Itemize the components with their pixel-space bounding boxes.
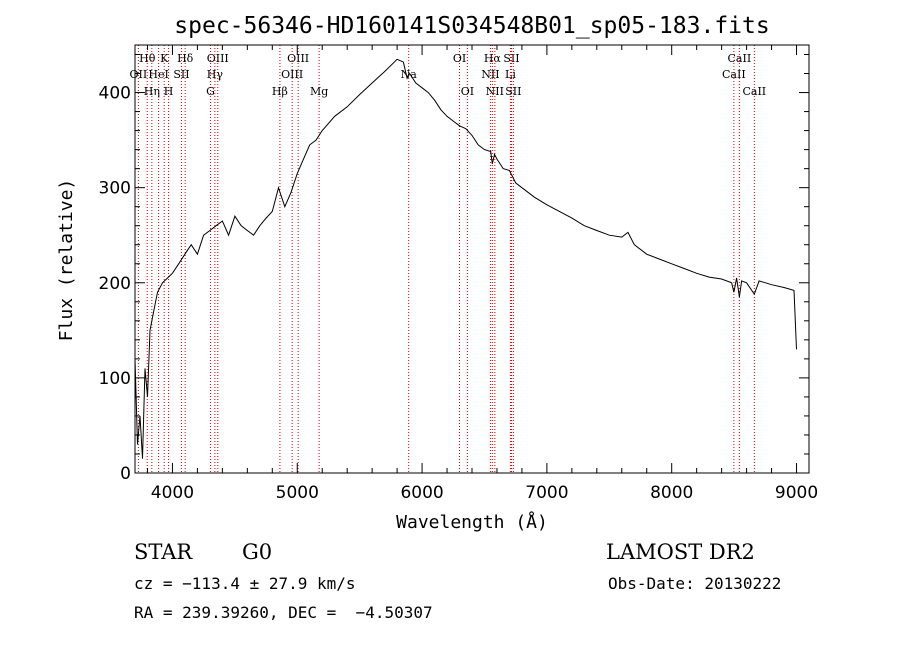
line-marker-label: SII	[503, 52, 519, 65]
y-tick-label: 400	[99, 84, 131, 104]
x-tick-label: 6000	[400, 483, 443, 503]
line-marker-label: Mg	[310, 85, 328, 98]
y-tick-label: 0	[120, 464, 131, 484]
line-marker-label: Hβ	[272, 85, 288, 98]
object-class: STAR	[134, 540, 193, 564]
x-tick-label: 5000	[276, 483, 319, 503]
object-subclass: G0	[242, 540, 273, 564]
line-marker-label: SII	[505, 85, 521, 98]
line-marker-label: NII	[481, 68, 499, 81]
line-marker-label: OIII	[207, 52, 229, 65]
x-tick-label: 4000	[151, 483, 194, 503]
line-marker-label: SII	[173, 68, 189, 81]
obs-date: Obs-Date: 20130222	[608, 574, 782, 593]
line-marker-label: HeI	[148, 68, 168, 81]
x-tick-label: 7000	[525, 483, 568, 503]
survey-name: LAMOST DR2	[606, 540, 755, 564]
line-marker-label: OI	[461, 85, 474, 98]
line-marker-label: Hγ	[207, 68, 224, 81]
spectrum-series-line	[134, 58, 797, 459]
x-tick-label: 8000	[650, 483, 693, 503]
axis-ticks: 4000 5000 6000 7000 8000 9000 0 100 200 300 400	[99, 45, 818, 503]
ra-dec-readout: RA = 239.39260, DEC = −4.50307	[134, 603, 433, 622]
y-tick-label: 200	[99, 274, 131, 294]
line-marker-label: Hα	[484, 52, 502, 65]
line-marker-label: CaII	[728, 52, 752, 65]
line-marker-label: OIII	[281, 68, 303, 81]
line-marker-label: OIII	[287, 52, 309, 65]
y-tick-label: 100	[99, 369, 131, 389]
line-marker-label: OII	[130, 68, 148, 81]
line-marker-label: Hδ	[177, 52, 194, 65]
redshift-readout: cz = −113.4 ± 27.9 km/s	[134, 574, 356, 593]
line-marker-label: H	[164, 85, 174, 98]
line-marker-label: CaII	[742, 85, 766, 98]
y-axis-label: Flux (relative)	[56, 179, 77, 342]
line-marker-label: OI	[453, 52, 466, 65]
line-marker-label: CaII	[722, 68, 746, 81]
line-marker-label: NII	[486, 85, 504, 98]
line-marker-label: Li	[505, 68, 516, 81]
line-marker-label: Hη	[144, 85, 160, 98]
line-marker-label: Hθ	[139, 52, 156, 65]
x-axis-label: Wavelength (Å)	[396, 511, 548, 533]
line-marker-label: G	[206, 85, 215, 98]
y-tick-label: 300	[99, 179, 131, 199]
line-marker-label: K	[160, 52, 169, 65]
plot-frame	[134, 44, 810, 474]
x-tick-label: 9000	[775, 483, 818, 503]
chart-title: spec-56346-HD160141S034548B01_sp05-183.f…	[174, 13, 769, 39]
